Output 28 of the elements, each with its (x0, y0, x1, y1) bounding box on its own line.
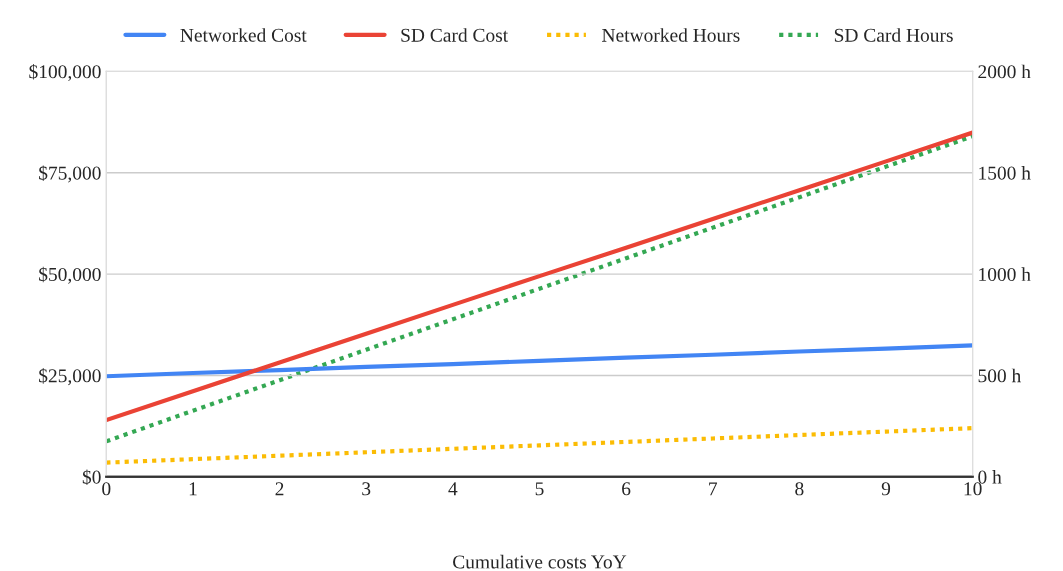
x-tick-label: 6 (622, 482, 631, 496)
x-tick-label: 1 (189, 482, 197, 496)
y2-tick-label: 1000 h (979, 267, 1031, 282)
y2-tick-label: 0 h (978, 470, 1002, 484)
line-series (106, 343, 973, 379)
y-tick-label: $50,000 (39, 266, 101, 284)
x-tick-label: 7 (709, 482, 718, 496)
y2-tick-label: 500 h (978, 368, 1021, 383)
x-tick-label: 10 (964, 482, 982, 496)
x-tick-label: 2 (275, 482, 284, 496)
y-tick-label: $100,000 (29, 64, 101, 82)
y-tick-label: $75,000 (39, 165, 101, 183)
x-tick-label: 4 (448, 482, 458, 496)
legend-label: Networked Cost (180, 28, 307, 42)
legend-label: Networked Hours (602, 28, 740, 42)
x-axis-title: Cumulative costs YoY (453, 554, 627, 569)
x-tick-label: 3 (362, 482, 371, 496)
y2-tick-label: 2000 h (978, 64, 1031, 79)
y-tick-label: $0 (82, 469, 101, 486)
x-tick-label: 5 (535, 482, 544, 496)
y2-tick-label: 1500 h (979, 165, 1031, 180)
legend-label: SD Card Hours (834, 28, 953, 42)
line-series (106, 426, 973, 465)
x-tick-label: 8 (795, 482, 804, 496)
x-tick-label: 9 (881, 482, 891, 496)
y-tick-label: $25,000 (39, 368, 101, 386)
legend-label: SD Card Cost (401, 28, 509, 42)
x-tick-label: 0 (102, 482, 111, 496)
